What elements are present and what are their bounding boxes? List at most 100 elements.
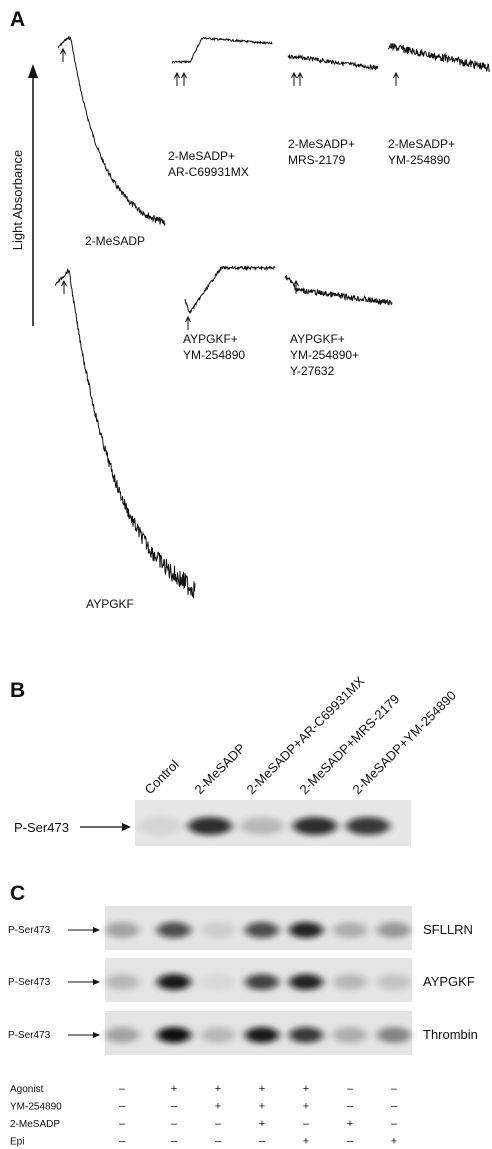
row-label: P-Ser473 (8, 925, 51, 936)
trace-label: Y-27632 (290, 364, 335, 378)
treatment-sign: – (391, 1083, 398, 1095)
trace-label: 2-MeSADP+ (288, 137, 355, 151)
band (377, 922, 411, 938)
treatment-sign: + (347, 1118, 353, 1130)
agonist-label: SFLLRN (423, 922, 473, 937)
treatment-sign: + (215, 1083, 221, 1095)
trace (171, 36, 273, 64)
band (157, 974, 191, 990)
band (240, 817, 284, 835)
trace-label: YM-254890+ (290, 348, 359, 362)
treatment-sign: – (119, 1101, 126, 1113)
arrow-head (93, 1032, 100, 1038)
band (157, 1027, 191, 1043)
treatment-sign: + (303, 1101, 309, 1113)
arrow-head (291, 71, 297, 79)
arrow-head (185, 315, 191, 323)
treatment-sign: – (391, 1101, 398, 1113)
band (105, 974, 139, 990)
axis-label: Light Absorbance (10, 150, 25, 250)
band (333, 1027, 367, 1043)
trace-label: AR-C69931MX (168, 165, 249, 179)
agonist-label: AYPGKF (423, 974, 475, 989)
treatment-sign: – (347, 1136, 354, 1148)
band (289, 1027, 323, 1043)
treatment-sign: – (259, 1136, 266, 1148)
band (333, 974, 367, 990)
treatment-sign: – (171, 1101, 178, 1113)
treatment-sign: – (391, 1118, 398, 1130)
arrow-head (93, 979, 100, 985)
band (289, 922, 323, 938)
treatment-sign: – (347, 1101, 354, 1113)
treatment-sign: + (259, 1083, 265, 1095)
arrow-head (61, 279, 67, 287)
row-label: P-Ser473 (8, 977, 51, 988)
band (377, 974, 411, 990)
row-label: P-Ser473 (14, 820, 69, 835)
agonist-label: Thrombin (423, 1027, 478, 1042)
treatment-sign: + (303, 1136, 309, 1148)
treatment-sign: + (259, 1101, 265, 1113)
trace-label: YM-254890 (183, 348, 245, 362)
trace-label: MRS-2179 (288, 153, 346, 167)
treatment-sign: + (391, 1136, 397, 1148)
treatment-sign: – (119, 1118, 126, 1130)
trace (287, 53, 378, 71)
trace-label: 2-MeSADP (85, 234, 145, 248)
treatment-name: 2-MeSADP (10, 1119, 60, 1130)
band (138, 817, 182, 835)
treatment-sign: – (215, 1136, 222, 1148)
treatment-sign: – (347, 1083, 354, 1095)
treatment-sign: – (119, 1083, 126, 1095)
arrow-head (297, 71, 303, 79)
treatment-sign: – (171, 1136, 178, 1148)
lane-label: 2-MeSADP (192, 741, 249, 798)
arrow-head (293, 279, 299, 287)
arrow-head (393, 71, 399, 79)
lane-label: Control (142, 757, 182, 797)
arrow-head (181, 71, 187, 79)
band (157, 922, 191, 938)
treatment-sign: + (259, 1118, 265, 1130)
arrow-head (122, 823, 131, 831)
row-label: P-Ser473 (8, 1030, 51, 1041)
panel-label: C (10, 882, 25, 905)
treatment-sign: + (171, 1083, 177, 1095)
band (333, 922, 367, 938)
band (105, 922, 139, 938)
panel-label: A (10, 8, 25, 31)
treatment-sign: – (215, 1118, 222, 1130)
trace-label: 2-MeSADP+ (168, 149, 235, 163)
band (245, 922, 279, 938)
trace-label: YM-254890 (388, 153, 450, 167)
lane-label: 2-MeSADP+MRS-2179 (297, 691, 403, 797)
band (346, 817, 390, 835)
band (188, 817, 232, 835)
trace-label: AYPGKF (86, 597, 134, 611)
arrow-head (93, 927, 100, 933)
treatment-sign: + (215, 1101, 221, 1113)
treatment-sign: – (119, 1136, 126, 1148)
trace (387, 43, 491, 73)
treatment-sign: + (303, 1083, 309, 1095)
band (201, 974, 235, 990)
band (293, 817, 337, 835)
trace (284, 274, 393, 306)
trace-label: AYPGKF+ (290, 332, 345, 346)
trace-label: AYPGKF+ (183, 332, 238, 346)
band (245, 1027, 279, 1043)
treatment-name: Epi (10, 1137, 24, 1148)
lane-label: 2-MeSADP+YM-254890 (350, 688, 459, 797)
panel-label: B (10, 679, 25, 702)
band (201, 1027, 235, 1043)
band (289, 974, 323, 990)
band (245, 974, 279, 990)
band (377, 1027, 411, 1043)
arrow-head (174, 71, 180, 79)
arrow-head (60, 47, 66, 55)
treatment-name: YM-254890 (10, 1102, 62, 1113)
axis-arrow-head (28, 64, 38, 78)
treatment-name: Agonist (10, 1084, 44, 1095)
